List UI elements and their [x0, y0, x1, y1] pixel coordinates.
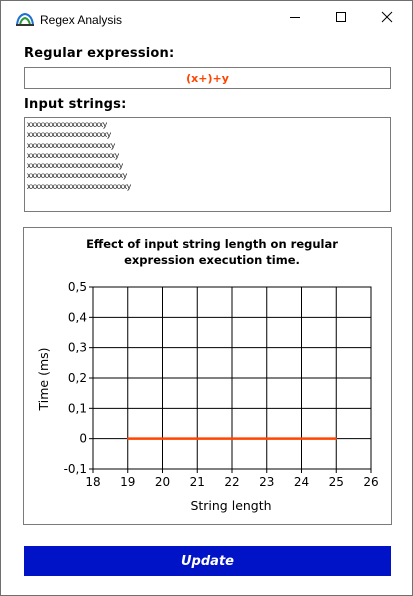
app-icon: [16, 12, 34, 26]
window-title: Regex Analysis: [40, 13, 123, 27]
input-string-line: xxxxxxxxxxxxxxxxxxxxxy: [27, 140, 115, 150]
regex-value: (x+)+y: [186, 71, 229, 85]
data-point: [335, 437, 338, 440]
y-tick-label: 0,1: [68, 401, 87, 415]
input-strings-label: Input strings:: [24, 97, 127, 112]
y-tick-label: 0,2: [68, 371, 87, 385]
regex-label: Regular expression:: [24, 46, 175, 61]
x-tick-label: 22: [224, 475, 239, 489]
data-point: [265, 437, 268, 440]
y-tick-label: 0,5: [68, 280, 87, 294]
x-tick-label: 24: [294, 475, 309, 489]
x-tick-label: 19: [120, 475, 135, 489]
input-string-line: xxxxxxxxxxxxxxxxxxxxxxxxy: [27, 171, 127, 181]
x-axis-label: String length: [190, 498, 271, 513]
input-string-line: xxxxxxxxxxxxxxxxxxxxxxxxxy: [27, 181, 131, 191]
x-tick-label: 21: [190, 475, 205, 489]
input-string-line: xxxxxxxxxxxxxxxxxxxxxxy: [27, 150, 119, 160]
chart-title-line-2: expression execution time.: [124, 253, 300, 267]
input-strings-textarea[interactable]: xxxxxxxxxxxxxxxxxxxy xxxxxxxxxxxxxxxxxxx…: [24, 117, 391, 212]
x-tick-label: 18: [85, 475, 100, 489]
execution-time-chart: Effect of input string length on regular…: [36, 237, 379, 513]
title-bar[interactable]: Regex Analysis: [1, 1, 412, 31]
x-tick-label: 26: [363, 475, 378, 489]
close-icon: [381, 11, 393, 23]
minimize-button[interactable]: [272, 3, 318, 31]
y-tick-label: 0: [79, 432, 87, 446]
maximize-icon: [336, 12, 346, 22]
input-string-line: xxxxxxxxxxxxxxxxxxxy: [27, 120, 107, 129]
data-point: [126, 437, 129, 440]
minimize-icon: [290, 17, 300, 18]
x-tick-label: 23: [259, 475, 274, 489]
y-tick-label: 0,4: [68, 310, 87, 324]
data-point: [161, 437, 164, 440]
data-point: [196, 437, 199, 440]
x-tick-label: 20: [155, 475, 170, 489]
chart-panel: Effect of input string length on regular…: [23, 227, 392, 525]
y-axis-label: Time (ms): [36, 347, 51, 411]
input-string-line: xxxxxxxxxxxxxxxxxxxxxxxy: [27, 161, 123, 171]
data-point: [231, 437, 233, 440]
close-button[interactable]: [364, 3, 410, 31]
update-button[interactable]: Update: [24, 546, 391, 576]
input-string-line: xxxxxxxxxxxxxxxxxxxxy: [27, 130, 111, 140]
maximize-button[interactable]: [318, 3, 364, 31]
regex-input[interactable]: (x+)+y: [24, 67, 391, 89]
chart-title-line-1: Effect of input string length on regular: [86, 237, 338, 251]
data-point: [300, 437, 303, 440]
y-tick-label: 0,3: [68, 341, 87, 355]
y-tick-label: -0,1: [64, 462, 87, 476]
x-tick-label: 25: [329, 475, 344, 489]
